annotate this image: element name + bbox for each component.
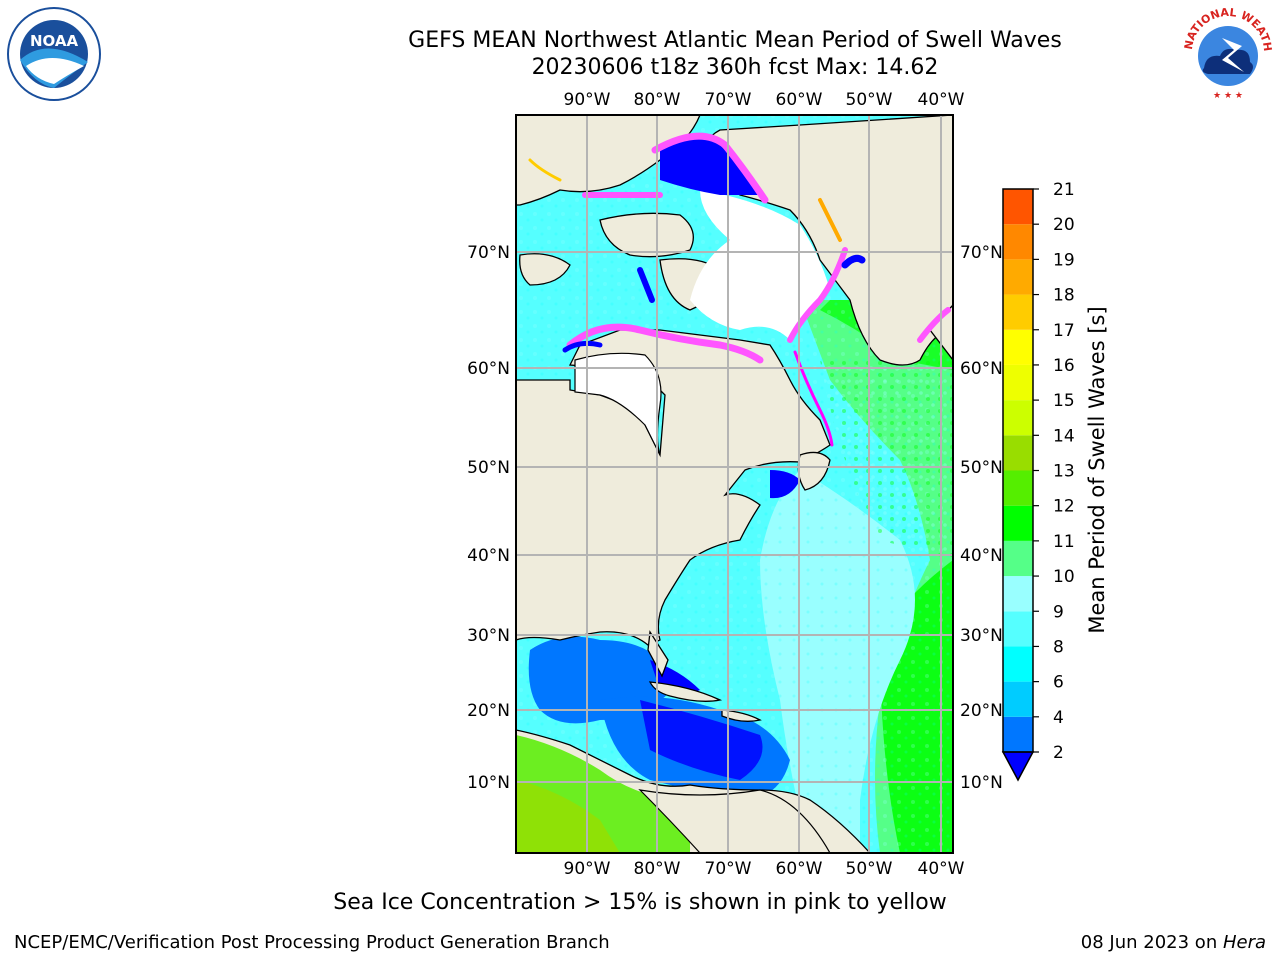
lat-tick-left: 10°N: [467, 773, 510, 793]
colorbar-segment: [1003, 681, 1033, 717]
colorbar-segment: [1003, 540, 1033, 577]
lat-tick-right: 70°N: [960, 243, 1003, 263]
lat-tick-left: 30°N: [467, 626, 510, 646]
noaa-logo-text: NOAA: [30, 32, 79, 50]
lon-tick-top: 60°W: [776, 90, 823, 110]
colorbar-label: Mean Period of Swell Waves [s]: [1085, 306, 1109, 634]
lat-tick-right: 30°N: [960, 626, 1003, 646]
colorbar-tick-label: 17: [1053, 321, 1075, 341]
lon-tick-bottom: 40°W: [918, 859, 965, 879]
lat-tick-left: 60°N: [467, 359, 510, 379]
colorbar-under-arrow: [1001, 751, 1035, 782]
lon-tick-bottom: 90°W: [564, 859, 611, 879]
lat-tick-right: 10°N: [960, 773, 1003, 793]
colorbar-segment: [1003, 611, 1033, 647]
lat-tick-left: 70°N: [467, 243, 510, 263]
lon-tick-bottom: 80°W: [634, 859, 681, 879]
colorbar-segment: [1003, 400, 1033, 436]
colorbar-segment: [1003, 716, 1033, 752]
map-frame: [515, 114, 954, 854]
colorbar-segment: [1003, 189, 1033, 225]
colorbar-segment: [1003, 470, 1033, 506]
lon-tick-top: 40°W: [918, 90, 965, 110]
lat-tick-left: 50°N: [467, 458, 510, 478]
colorbar-tick-label: 2: [1053, 743, 1064, 763]
graticule: [516, 115, 953, 853]
colorbar-tick-label: 21: [1053, 180, 1075, 200]
footer-date: 08 Jun 2023 on Hera: [1081, 932, 1266, 953]
chart-title: GEFS MEAN Northwest Atlantic Mean Period…: [408, 28, 1062, 53]
lat-tick-left: 40°N: [467, 546, 510, 566]
colorbar-tick-label: 18: [1053, 286, 1075, 306]
colorbar-tick-label: 15: [1053, 391, 1075, 411]
colorbar-tick-label: 10: [1053, 567, 1075, 587]
lon-tick-bottom: 60°W: [776, 859, 823, 879]
colorbar-tick-label: 8: [1053, 637, 1064, 657]
lat-tick-right: 40°N: [960, 546, 1003, 566]
national-weather-service-logo: NATIONAL WEATHER SERVICE ★ ★ ★: [1178, 2, 1275, 101]
caption: Sea Ice Concentration > 15% is shown in …: [333, 890, 947, 915]
svg-text:★ ★ ★: ★ ★ ★: [1213, 91, 1243, 101]
map-plot-area: [516, 115, 953, 853]
lat-tick-left: 20°N: [467, 701, 510, 721]
footer-host: Hera: [1222, 932, 1266, 953]
footer-credit: NCEP/EMC/Verification Post Processing Pr…: [14, 932, 610, 953]
colorbar-tick-label: 12: [1053, 497, 1075, 517]
colorbar-segment: [1003, 646, 1033, 682]
colorbar-tick-label: 4: [1053, 708, 1064, 728]
colorbar-segment: [1003, 505, 1033, 541]
baffin-bay-ice: [690, 190, 830, 340]
colorbar-tick-label: 19: [1053, 250, 1075, 270]
axis-labels: 90°W 90°W 80°W 80°W 70°W 70°W 60°W 60°W 50°W 50°W…: [467, 90, 1003, 879]
footer-date-text: 08 Jun 2023 on: [1080, 932, 1223, 953]
colorbar-segment: [1003, 294, 1033, 330]
noaa-logo: NOAA: [7, 7, 101, 101]
lon-tick-top: 90°W: [564, 90, 611, 110]
colorbar-segment: [1003, 329, 1033, 365]
colorbar-segment: [1003, 435, 1033, 471]
colorbar-segment: [1003, 224, 1033, 260]
lat-tick-right: 50°N: [960, 458, 1003, 478]
lat-tick-right: 20°N: [960, 701, 1003, 721]
colorbar-tick-label: 20: [1053, 215, 1075, 235]
lon-tick-top: 50°W: [846, 90, 893, 110]
lon-tick-top: 70°W: [705, 90, 752, 110]
colorbar-tick-label: 13: [1053, 462, 1075, 482]
lon-tick-bottom: 70°W: [705, 859, 752, 879]
chart-subtitle: 20230606 t18z 360h fcst Max: 14.62: [531, 55, 939, 80]
lon-tick-top: 80°W: [634, 90, 681, 110]
colorbar-segment: [1003, 576, 1033, 612]
colorbar-tick-label: 9: [1053, 602, 1064, 622]
colorbar-tick-label: 14: [1053, 426, 1075, 446]
colorbar-tick-label: 16: [1053, 356, 1075, 376]
lat-tick-right: 60°N: [960, 359, 1003, 379]
colorbar-tick-label: 11: [1053, 532, 1075, 552]
colorbar-segment: [1003, 364, 1033, 401]
sea-ice-edge: [528, 132, 951, 447]
colorbar-segment: [1003, 259, 1033, 295]
colorbar-tick-label: 6: [1053, 673, 1064, 693]
hudson-bay: [574, 352, 662, 456]
lon-tick-bottom: 50°W: [846, 859, 893, 879]
